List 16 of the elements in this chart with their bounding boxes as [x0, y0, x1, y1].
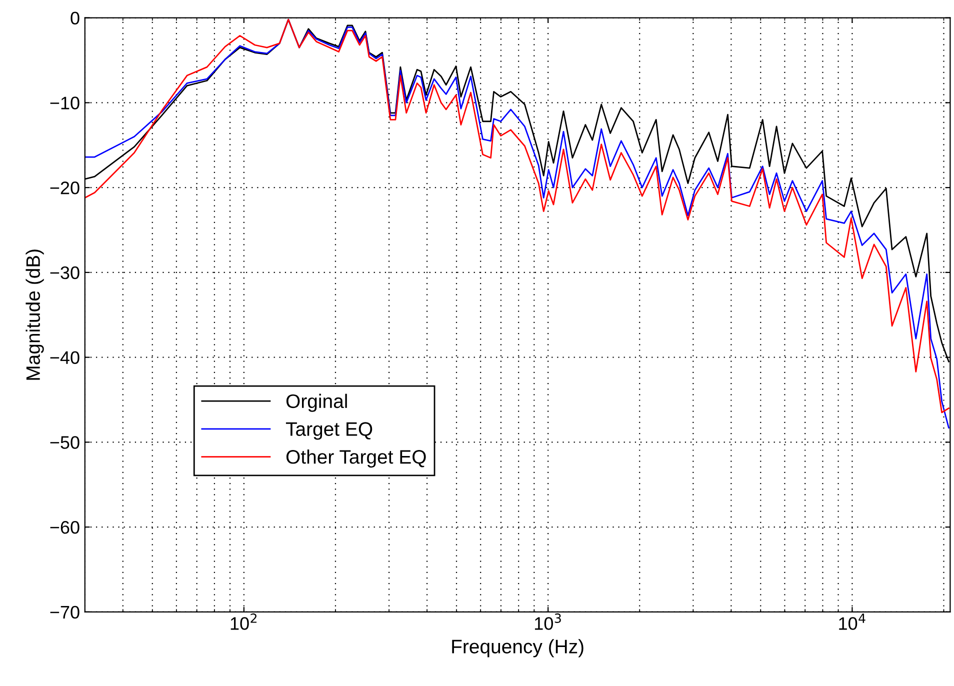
- legend-label: Target EQ: [286, 422, 372, 440]
- y-tick-label: −20: [50, 182, 80, 194]
- x-tick-label: 10$^{3}$: [534, 613, 561, 630]
- y-tick-label: −70: [50, 606, 80, 619]
- y-tick-label: 0: [70, 12, 80, 25]
- y-tick-label: −30: [50, 266, 80, 280]
- y-tick-label: −60: [50, 520, 80, 534]
- y-tick-label: −10: [50, 96, 80, 110]
- legend-label: Other Target EQ: [286, 450, 426, 468]
- y-tick-label: −50: [50, 436, 80, 449]
- y-axis-title: Magnitude (dB): [26, 250, 44, 380]
- x-tick-label: 10$^{4}$: [839, 614, 866, 630]
- x-tick-label: 10$^{2}$: [230, 613, 257, 630]
- y-tick-label: −40: [50, 351, 80, 364]
- x-axis-title: Frequency (Hz): [452, 639, 584, 658]
- legend-label: Orginal: [286, 394, 347, 412]
